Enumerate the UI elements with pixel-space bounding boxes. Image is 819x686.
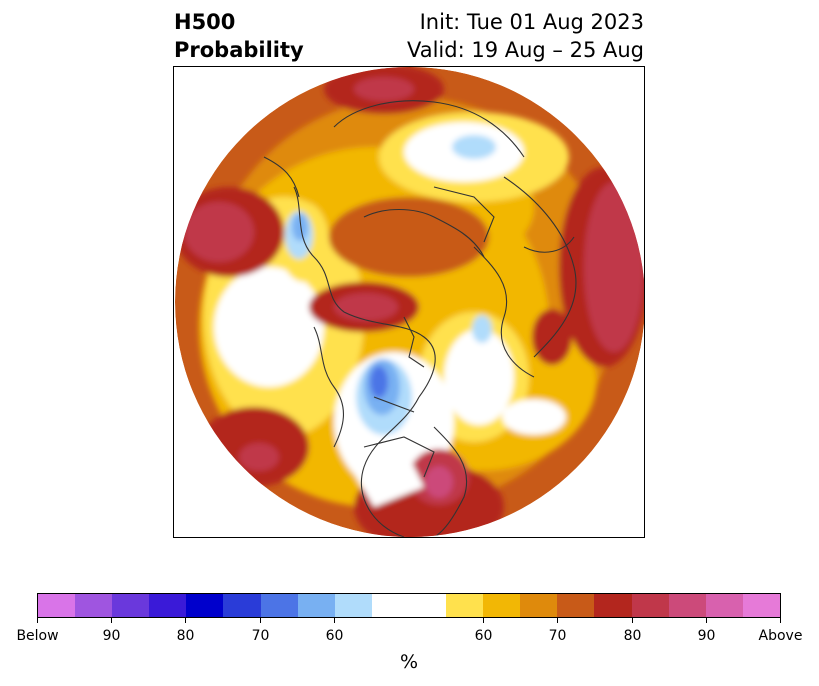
- contour-magenta-south: [425, 466, 453, 498]
- title-h500: H500: [174, 10, 236, 34]
- coastline-segment: [433, 186, 495, 243]
- colorbar-tick: [632, 618, 633, 623]
- coastline-segment: [343, 311, 436, 398]
- colorbar-tick-label: 80: [176, 628, 195, 644]
- title-init-date: Init: Tue 01 Aug 2023: [419, 10, 644, 34]
- colorbar-tick: [780, 618, 781, 623]
- colorbar-segment: [742, 594, 780, 617]
- map-title-right: Init: Tue 01 Aug 2023 Valid: 19 Aug – 25…: [407, 8, 644, 64]
- colorbar-segment: [223, 594, 261, 617]
- colorbar-segment: [705, 594, 743, 617]
- colorbar-segment: [594, 594, 632, 617]
- colorbar-tick-label: Below: [16, 628, 59, 644]
- colorbar-tick: [483, 618, 484, 623]
- colorbar-segment: [186, 594, 224, 617]
- colorbar-segment: [483, 594, 521, 617]
- colorbar-tick: [334, 618, 335, 623]
- colorbar-segment: [112, 594, 150, 617]
- colorbar-segment: [334, 594, 372, 617]
- coastline-segment: [473, 246, 535, 378]
- contour-pink-far-west: [184, 202, 254, 262]
- coastline-segment: [433, 426, 468, 537]
- colorbar-unit-label: %: [399, 651, 419, 673]
- coastlines-and-borders: [263, 100, 577, 537]
- colorbar-segment: [149, 594, 187, 617]
- colorbar-tick: [260, 618, 261, 623]
- contour-blue-nw: [292, 213, 308, 241]
- coastline-segment: [403, 316, 425, 368]
- contour-lightblue-north: [452, 135, 496, 159]
- colorbar-tick-label: 70: [548, 628, 567, 644]
- title-probability: Probability: [174, 38, 304, 62]
- contour-white-east: [502, 399, 566, 435]
- coastline-segment: [333, 100, 525, 158]
- coastline-segment: [363, 209, 485, 258]
- contour-midblue-america: [370, 366, 388, 398]
- colorbar-tick-label: 80: [623, 628, 642, 644]
- colorbar-tick-label: Above: [758, 628, 803, 644]
- colorbar-segment: [260, 594, 298, 617]
- title-valid-range: Valid: 19 Aug – 25 Aug: [406, 38, 644, 62]
- coastline-segment: [360, 396, 420, 537]
- colorbar-segment: [371, 594, 447, 617]
- colorbar-segment: [75, 594, 113, 617]
- colorbar-tick-label: 70: [251, 628, 270, 644]
- colorbar-tick: [706, 618, 707, 623]
- probability-contours: [175, 67, 644, 537]
- contour-white-center: [444, 329, 514, 425]
- colorbar-tick: [557, 618, 558, 623]
- coastline-segment: [313, 326, 345, 448]
- contour-pink-southwest: [239, 443, 279, 471]
- colorbar-segment: [297, 594, 335, 617]
- contour-lightblue-center: [472, 315, 492, 343]
- contour-pink-east: [584, 182, 644, 352]
- colorbar-tick-label: 90: [102, 628, 121, 644]
- colorbar-tick: [185, 618, 186, 623]
- contour-orange-eurasia: [329, 197, 489, 277]
- colorbar-segment: [668, 594, 706, 617]
- contour-pink-top: [354, 77, 414, 101]
- colorbar-tick-label: 60: [325, 628, 344, 644]
- polar-map-frame: [173, 66, 645, 538]
- probability-colorbar: [37, 593, 781, 618]
- contour-pink-arctic: [334, 293, 398, 321]
- coastline-segment: [373, 396, 415, 413]
- colorbar-tick: [111, 618, 112, 623]
- colorbar-tick-label: 90: [697, 628, 716, 644]
- coastline-segment: [503, 176, 577, 358]
- colorbar-tick: [37, 618, 38, 623]
- coastline-segment: [523, 236, 575, 253]
- colorbar-segment: [38, 594, 76, 617]
- colorbar-segment: [631, 594, 669, 617]
- contour-white-usa: [344, 447, 424, 507]
- coastline-segment: [363, 436, 435, 478]
- coastline-segment: [263, 156, 300, 198]
- contour-white-west: [214, 267, 324, 387]
- polar-probability-map: [175, 67, 644, 537]
- coastline-segment: [293, 186, 345, 313]
- colorbar-tick-label: 60: [474, 628, 493, 644]
- colorbar-segment: [520, 594, 558, 617]
- colorbar-segment: [557, 594, 595, 617]
- map-title-left: H500 Probability: [174, 8, 304, 64]
- colorbar-segment: [446, 594, 484, 617]
- probability-field: [175, 67, 644, 537]
